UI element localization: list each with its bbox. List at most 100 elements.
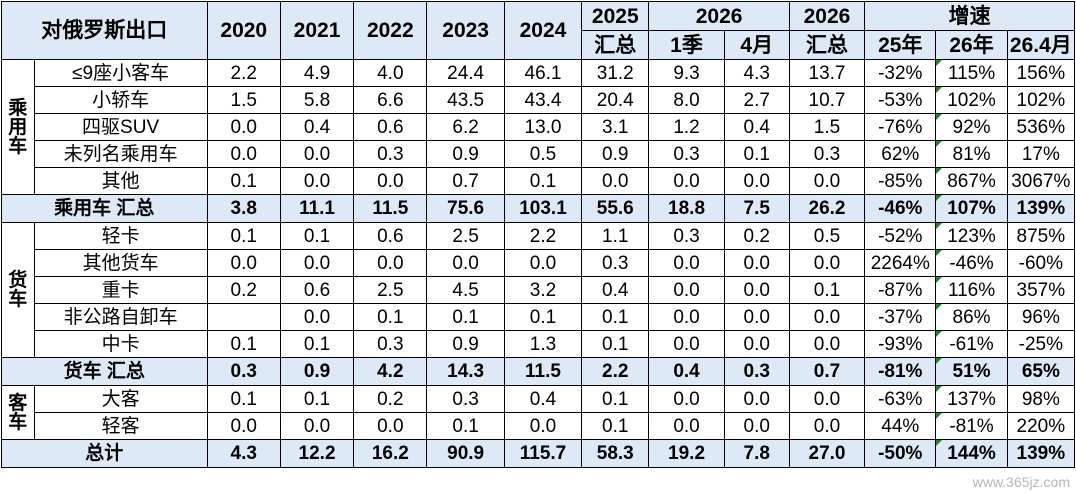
cell-value: 0.0 <box>280 168 353 195</box>
cell-value: 0.0 <box>207 114 280 141</box>
cell-value: 357% <box>1007 277 1074 304</box>
cell-value: 103.1 <box>504 195 581 223</box>
cell-value: 0.0 <box>649 277 724 304</box>
cell-value: 0.3 <box>207 358 280 386</box>
cell-value: 0.0 <box>354 250 427 277</box>
cell-value: 0.0 <box>724 250 789 277</box>
header-growth: 增速 <box>865 2 1075 31</box>
cell-value: 0.0 <box>207 250 280 277</box>
cell-value: 0.0 <box>724 386 789 413</box>
cell-value: 0.5 <box>504 141 581 168</box>
cell-value: 9.3 <box>649 60 724 87</box>
cell-value: 6.2 <box>427 114 504 141</box>
cell-value: 0.7 <box>427 168 504 195</box>
cell-value: 11.1 <box>280 195 353 223</box>
cell-value: 0.0 <box>207 413 280 440</box>
cell-value: 0.4 <box>649 358 724 386</box>
cell-value: 0.0 <box>789 304 864 331</box>
cell-value: 0.0 <box>724 168 789 195</box>
header-year-2023: 2023 <box>427 2 504 60</box>
cell-value: 0.0 <box>280 250 353 277</box>
cell-value: 1.5 <box>789 114 864 141</box>
cell-value: 8.0 <box>649 87 724 114</box>
cell-value: 0.4 <box>724 114 789 141</box>
cell-value: -32% <box>865 60 936 87</box>
cell-value: 3.8 <box>207 195 280 223</box>
cell-value: 536% <box>1007 114 1074 141</box>
cell-value: 81% <box>936 141 1007 168</box>
cell-value: 2.5 <box>354 277 427 304</box>
cell-value: 75.6 <box>427 195 504 223</box>
cell-value: 46.1 <box>504 60 581 87</box>
cell-value: 0.2 <box>207 277 280 304</box>
row-label: 大客 <box>34 386 207 413</box>
cell-value: 0.3 <box>649 141 724 168</box>
cell-value: 0.6 <box>354 114 427 141</box>
cell-value: 0.1 <box>280 331 353 358</box>
cell-value: 0.1 <box>207 168 280 195</box>
cell-value: 0.0 <box>280 141 353 168</box>
cell-value: 2.2 <box>582 358 649 386</box>
row-label: 重卡 <box>34 277 207 304</box>
cell-value: 0.4 <box>582 277 649 304</box>
cell-value: 0.9 <box>427 141 504 168</box>
cell-value: 2.2 <box>207 60 280 87</box>
row-label: 乘用车 汇总 <box>2 195 208 223</box>
cell-value: 2.2 <box>504 223 581 250</box>
cell-value: 31.2 <box>582 60 649 87</box>
cell-value: -46% <box>865 195 936 223</box>
export-table: 对俄罗斯出口 2020 2021 2022 2023 2024 2025 202… <box>1 1 1075 468</box>
cell-value: 0.1 <box>207 331 280 358</box>
row-label: 四驱SUV <box>34 114 207 141</box>
cell-value: 2.5 <box>427 223 504 250</box>
cell-value: 5.8 <box>280 87 353 114</box>
cell-value: 4.3 <box>207 440 280 468</box>
cell-value: 0.0 <box>504 250 581 277</box>
cell-value: 0.1 <box>280 223 353 250</box>
cell-value: -53% <box>865 87 936 114</box>
header-year-2026-months: 2026 <box>649 2 789 31</box>
cell-value: 19.2 <box>649 440 724 468</box>
cell-value: 10.7 <box>789 87 864 114</box>
cell-value: 92% <box>936 114 1007 141</box>
cell-value: 0.0 <box>789 413 864 440</box>
row-label: 轻客 <box>34 413 207 440</box>
cell-value: 4.3 <box>724 60 789 87</box>
header-title: 对俄罗斯出口 <box>2 2 208 60</box>
cell-value: 43.4 <box>504 87 581 114</box>
cell-value: 0.1 <box>582 413 649 440</box>
cell-value: 0.0 <box>354 168 427 195</box>
cell-value: 0.3 <box>789 141 864 168</box>
cell-value: -25% <box>1007 331 1074 358</box>
cell-value: 44% <box>865 413 936 440</box>
cell-value: 0.1 <box>427 304 504 331</box>
cell-value: 0.0 <box>789 331 864 358</box>
cell-value: 0.1 <box>207 386 280 413</box>
cell-value: 65% <box>1007 358 1074 386</box>
row-label: 中卡 <box>34 331 207 358</box>
cell-value: 0.0 <box>504 413 581 440</box>
row-label: 轻卡 <box>34 223 207 250</box>
cell-value: 18.8 <box>649 195 724 223</box>
cell-value: 11.5 <box>504 358 581 386</box>
cell-value: 96% <box>1007 304 1074 331</box>
cell-value: 2.7 <box>724 87 789 114</box>
header-q1: 1季 <box>649 31 724 60</box>
cell-value: 43.5 <box>427 87 504 114</box>
cell-value: 0.1 <box>280 386 353 413</box>
cell-value: 98% <box>1007 386 1074 413</box>
cell-value: -50% <box>865 440 936 468</box>
cell-value: 0.9 <box>427 331 504 358</box>
cell-value: 0.0 <box>649 168 724 195</box>
cell-value: 4.2 <box>354 358 427 386</box>
group-label-truck: 货车 <box>2 223 35 358</box>
cell-value: 0.0 <box>354 413 427 440</box>
watermark: www.365jz.com <box>973 474 1070 490</box>
